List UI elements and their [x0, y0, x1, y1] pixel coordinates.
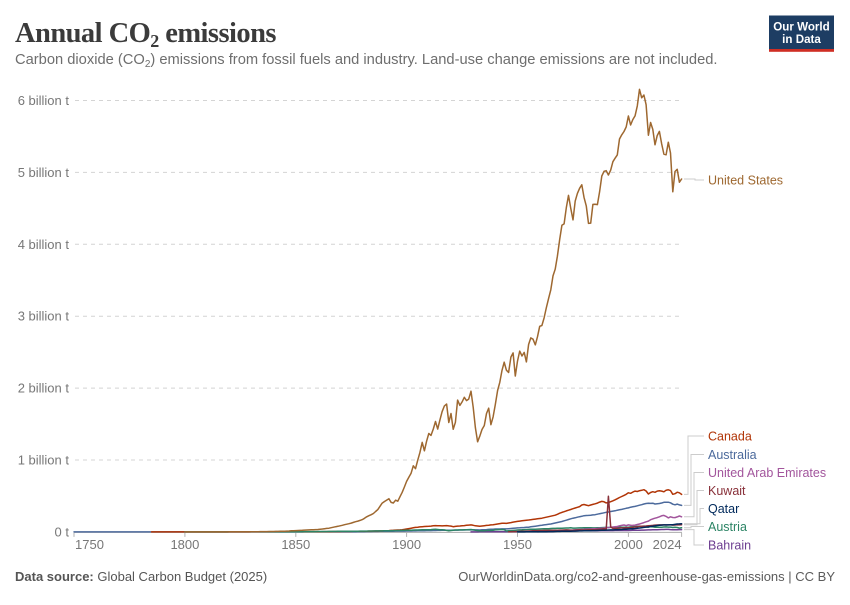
svg-text:Canada: Canada [708, 429, 752, 443]
svg-text:Our World: Our World [773, 21, 829, 34]
svg-text:5 billion t: 5 billion t [18, 165, 70, 180]
svg-text:0 t: 0 t [55, 524, 70, 539]
svg-text:in Data: in Data [782, 33, 821, 46]
svg-text:Australia: Australia [708, 448, 757, 462]
svg-text:1800: 1800 [170, 537, 199, 552]
svg-text:United Arab Emirates: United Arab Emirates [708, 466, 826, 480]
svg-text:2000: 2000 [614, 537, 643, 552]
svg-text:Annual CO2 emissions: Annual CO2 emissions [15, 18, 276, 51]
svg-text:1 billion t: 1 billion t [18, 453, 70, 468]
svg-text:United States: United States [708, 173, 783, 187]
svg-text:1850: 1850 [281, 537, 310, 552]
svg-text:2 billion t: 2 billion t [18, 381, 70, 396]
svg-text:6 billion t: 6 billion t [18, 93, 70, 108]
svg-text:4 billion t: 4 billion t [18, 237, 70, 252]
svg-text:Data source: Global Carbon Bud: Data source: Global Carbon Budget (2025) [15, 569, 267, 584]
svg-text:Bahrain: Bahrain [708, 538, 751, 552]
svg-text:3 billion t: 3 billion t [18, 309, 70, 324]
svg-text:Kuwait: Kuwait [708, 484, 746, 498]
svg-text:2024: 2024 [653, 537, 682, 552]
svg-text:1750: 1750 [75, 537, 104, 552]
svg-text:Carbon dioxide (CO2) emissions: Carbon dioxide (CO2) emissions from foss… [15, 52, 718, 70]
svg-text:Austria: Austria [708, 520, 747, 534]
svg-text:1950: 1950 [503, 537, 532, 552]
svg-text:OurWorldinData.org/co2-and-gre: OurWorldinData.org/co2-and-greenhouse-ga… [458, 569, 835, 584]
svg-text:1900: 1900 [392, 537, 421, 552]
svg-text:Qatar: Qatar [708, 502, 739, 516]
